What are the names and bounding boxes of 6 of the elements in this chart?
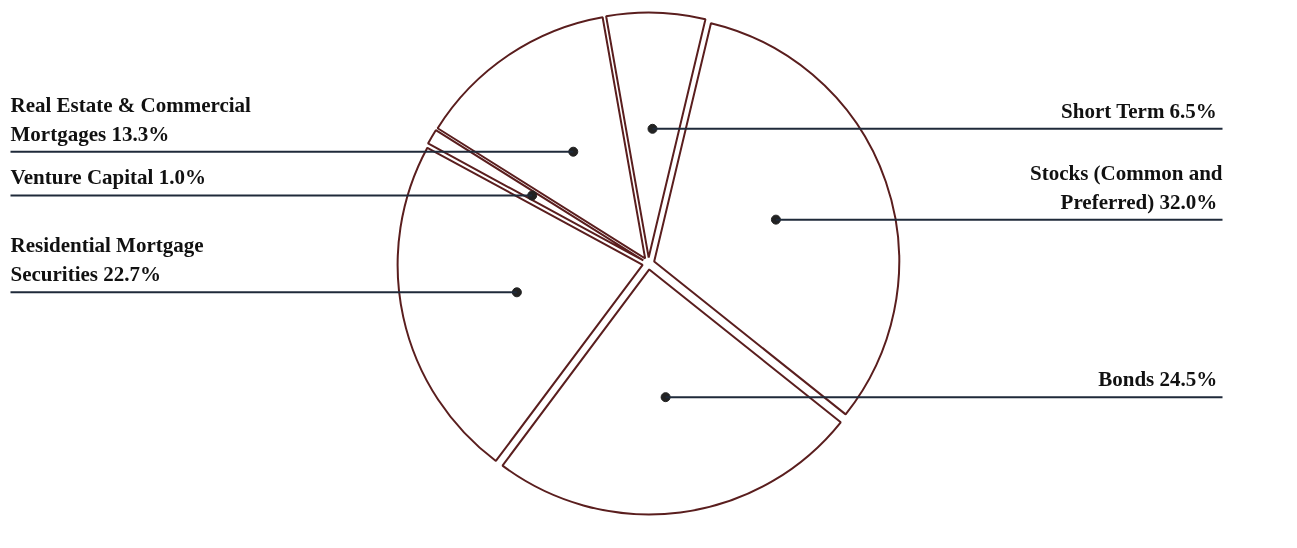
slice-label: Real Estate & Commercial Mortgages 13.3% (10, 92, 252, 146)
slice-label: Venture Capital 1.0% (10, 165, 206, 190)
slice-label: Bonds 24.5% (1098, 367, 1218, 392)
slice-label: Short Term 6.5% (1061, 98, 1217, 123)
slice-label: Stocks (Common and Preferred) 32.0% (1029, 160, 1223, 214)
slice-label: Residential Mortgage Securities 22.7% (10, 233, 204, 287)
